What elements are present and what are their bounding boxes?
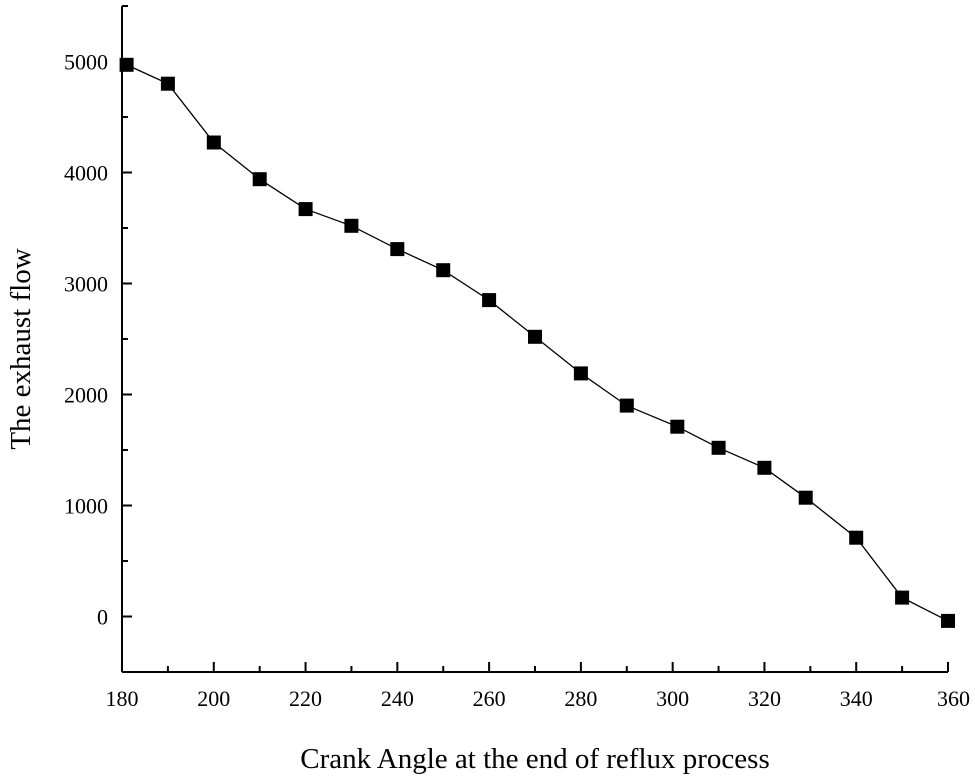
x-tick-label: 260: [473, 686, 506, 711]
series-markers: [119, 57, 955, 628]
x-tick-label: 280: [564, 686, 597, 711]
data-point-marker: [573, 366, 588, 381]
x-tick-label: 180: [106, 686, 139, 711]
data-point-marker: [344, 218, 359, 233]
data-point-marker: [119, 57, 134, 72]
data-point-marker: [670, 419, 685, 434]
data-point-marker: [252, 172, 267, 187]
x-tick-label: 220: [289, 686, 322, 711]
y-axis-ticks: 0 1000 2000 3000 4000 5000: [64, 5, 132, 673]
x-axis-title: Crank Angle at the end of reflux process: [300, 743, 770, 775]
x-tick-label: 300: [656, 686, 689, 711]
x-tick-label: 200: [197, 686, 230, 711]
data-point-marker: [206, 135, 221, 150]
y-tick-label: 0: [97, 605, 108, 630]
y-tick-label: 4000: [64, 161, 108, 186]
data-point-marker: [528, 329, 542, 344]
y-tick-label: 5000: [64, 50, 108, 75]
y-axis-title: The exhaust flow: [5, 248, 37, 449]
x-tick-label: 240: [381, 686, 414, 711]
data-point-marker: [798, 490, 813, 505]
plot-area: 0 1000 2000 3000 4000 5000 180 200 220 240 260 280…: [64, 5, 970, 711]
data-point-marker: [895, 590, 910, 605]
data-point-marker: [941, 613, 955, 628]
data-point-marker: [482, 293, 497, 308]
x-axis-ticks: 180 200 220 240 260 280 300 320 340 360: [106, 662, 970, 711]
x-tick-label: 340: [840, 686, 873, 711]
data-point-marker: [160, 76, 175, 91]
data-point-marker: [436, 263, 451, 278]
data-point-marker: [390, 242, 405, 257]
data-point-marker: [757, 460, 772, 475]
y-tick-label: 3000: [64, 272, 108, 297]
data-point-marker: [849, 530, 864, 545]
data-point-marker: [711, 440, 726, 455]
x-tick-label: 320: [748, 686, 781, 711]
data-point-marker: [298, 202, 313, 217]
data-point-marker: [619, 398, 634, 413]
x-tick-label: 360: [937, 686, 970, 711]
y-tick-label: 1000: [64, 494, 108, 519]
y-tick-label: 2000: [64, 383, 108, 408]
